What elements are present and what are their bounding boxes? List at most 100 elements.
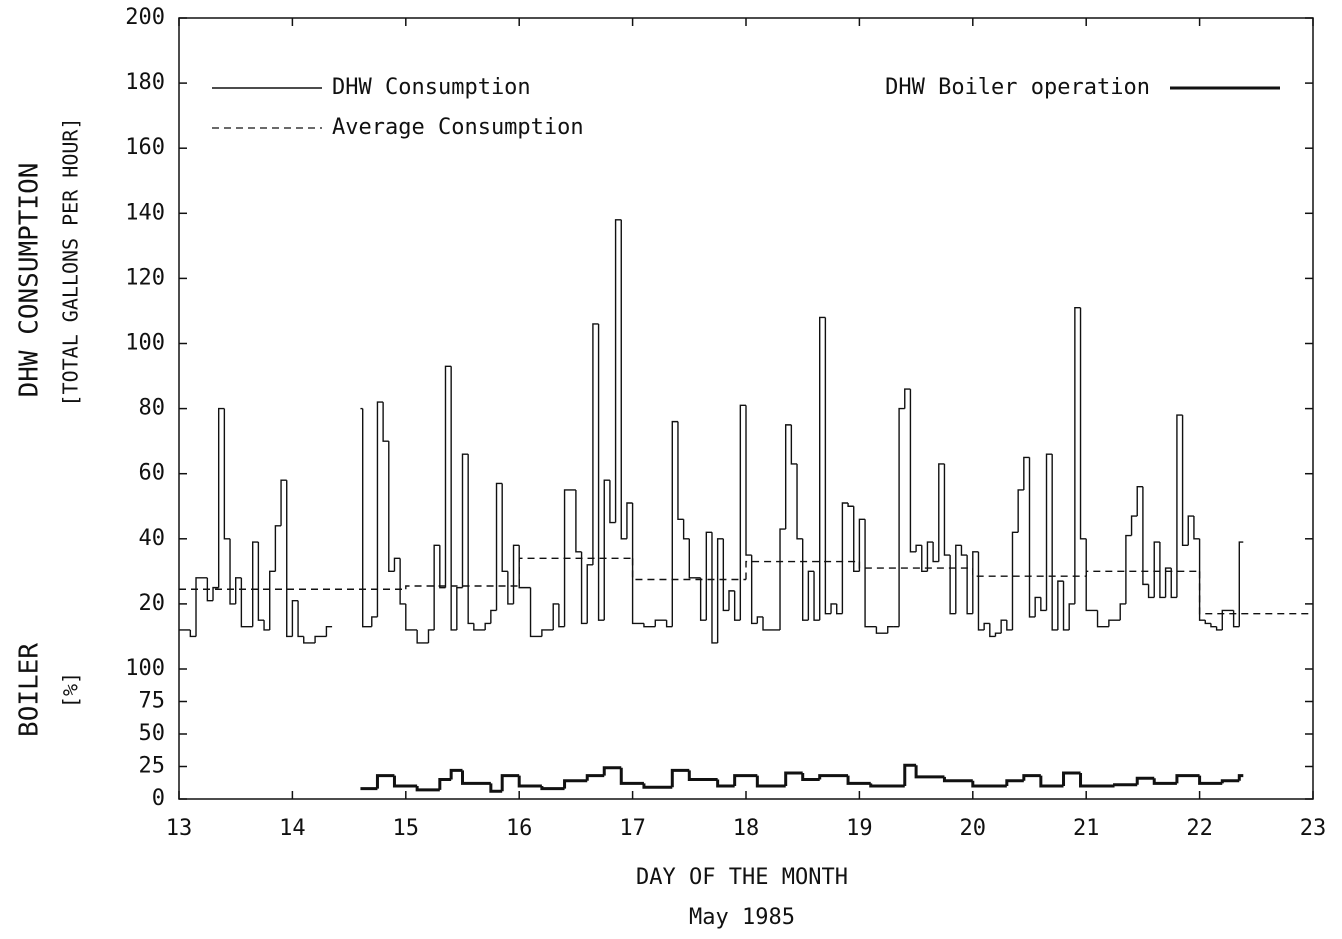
step-segment <box>195 577 208 637</box>
x-axis-subtitle: May 1985 <box>689 905 795 930</box>
y-tick-label: 75 <box>139 689 166 714</box>
step-segment <box>1079 307 1087 540</box>
step-segment <box>841 502 849 614</box>
step-segment <box>790 424 798 465</box>
step-segment <box>989 623 996 638</box>
step-segment <box>796 463 803 540</box>
step-segment <box>1147 584 1155 599</box>
step-segment <box>677 421 684 520</box>
step-segment <box>802 538 809 621</box>
step-segment <box>371 616 378 627</box>
y-tick-label: 40 <box>139 526 166 551</box>
step-segment <box>847 502 854 507</box>
step-segment <box>223 408 231 540</box>
step-segment <box>444 365 452 588</box>
step-segment <box>291 599 299 637</box>
step-segment <box>983 622 990 630</box>
y-tick-label: 50 <box>139 721 166 746</box>
step-segment <box>461 453 469 588</box>
step-segment <box>433 544 440 630</box>
step-segment <box>1034 596 1041 617</box>
step-segment <box>1085 538 1098 612</box>
step-segment <box>784 771 803 786</box>
step-segment <box>507 571 514 605</box>
step-segment <box>926 541 934 572</box>
step-segment <box>1170 568 1177 599</box>
step-segment <box>779 528 786 630</box>
step-segment <box>1187 515 1194 546</box>
y-tick-label: 60 <box>139 461 166 486</box>
step-segment <box>235 577 242 604</box>
step-segment <box>830 603 837 614</box>
step-segment <box>517 775 542 788</box>
step-segment <box>490 609 497 624</box>
step-segment <box>921 545 928 573</box>
step-segment <box>602 766 622 776</box>
step-segment <box>1062 581 1070 631</box>
step-segment <box>619 767 644 785</box>
y-axis-title: DHW CONSUMPTION <box>15 163 45 398</box>
y-tick-label: 120 <box>125 265 165 290</box>
step-segment <box>971 780 1007 788</box>
step-segment <box>439 545 446 589</box>
step-segment <box>671 420 678 627</box>
step-segment <box>909 389 917 553</box>
step-segment <box>1232 610 1240 628</box>
step-segment <box>762 616 781 631</box>
step-segment <box>819 316 826 621</box>
y-axis-title: BOILER <box>15 643 45 737</box>
x-tick-label: 21 <box>1073 816 1100 841</box>
step-segment <box>898 407 905 627</box>
y-axis-subtitle: [TOTAL GALLONS PER HOUR] <box>59 118 83 407</box>
step-segment <box>585 774 605 781</box>
step-segment <box>314 635 327 643</box>
x-tick-label: 19 <box>846 816 873 841</box>
step-segment <box>654 619 667 627</box>
step-segment <box>1085 570 1200 577</box>
step-segment <box>994 632 1002 637</box>
x-tick-label: 23 <box>1300 816 1327 841</box>
x-tick-label: 15 <box>393 816 420 841</box>
step-segment <box>1051 454 1058 631</box>
x-tick-label: 14 <box>279 816 306 841</box>
step-segment <box>512 544 520 604</box>
legend-label: DHW Consumption <box>332 75 531 100</box>
step-segment <box>592 323 599 565</box>
step-segment <box>405 603 418 631</box>
step-segment <box>875 626 888 634</box>
step-segment <box>887 625 894 634</box>
step-segment <box>733 590 741 621</box>
step-segment <box>415 786 440 792</box>
step-segment <box>972 551 979 614</box>
step-segment <box>1108 619 1121 627</box>
step-segment <box>1023 456 1030 490</box>
step-segment <box>1142 486 1149 586</box>
step-segment <box>1006 620 1013 631</box>
step-segment <box>393 557 401 572</box>
step-segment <box>269 570 276 630</box>
x-tick-label: 22 <box>1186 816 1213 841</box>
step-segment <box>541 629 554 637</box>
step-segment <box>586 564 593 624</box>
step-segment <box>375 774 395 789</box>
step-segment <box>540 786 565 791</box>
legend-label: Average Consumption <box>332 115 584 140</box>
step-segment <box>858 561 973 569</box>
step-segment <box>1193 516 1200 540</box>
step-segment <box>853 506 860 573</box>
step-segment <box>473 623 486 631</box>
step-segment <box>1074 306 1081 604</box>
step-segment <box>977 551 985 631</box>
y-tick-label: 20 <box>139 591 166 616</box>
x-tick-label: 18 <box>733 816 760 841</box>
step-segment <box>229 538 236 605</box>
step-segment <box>687 770 718 781</box>
step-segment <box>864 519 877 628</box>
step-segment <box>932 542 939 563</box>
step-segment <box>212 586 219 601</box>
step-segment <box>518 545 531 589</box>
step-segment <box>943 463 951 556</box>
x-tick-label: 17 <box>619 816 646 841</box>
step-segment <box>1022 774 1041 781</box>
legend-label: DHW Boiler operation <box>885 75 1150 100</box>
